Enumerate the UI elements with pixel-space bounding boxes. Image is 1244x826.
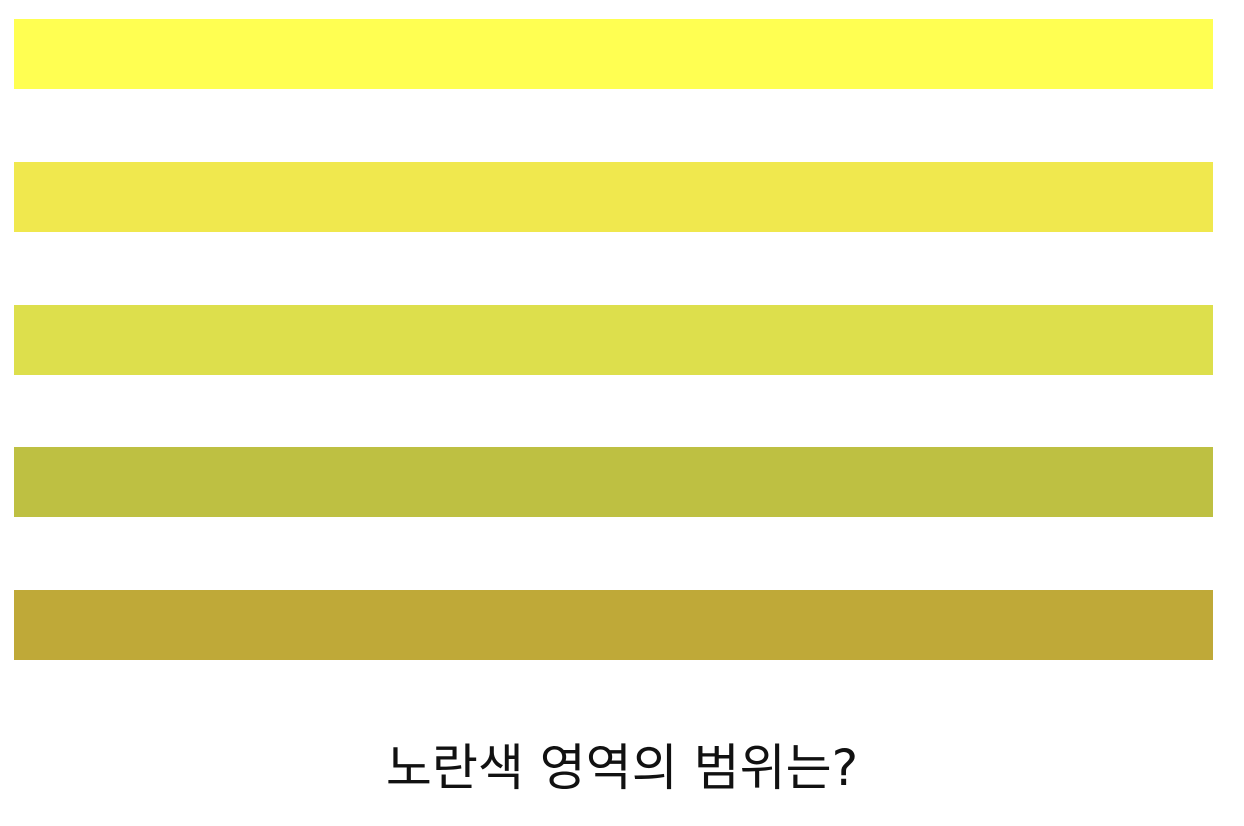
- stripe-5: [14, 590, 1213, 660]
- question-text: 노란색 영역의 범위는?: [385, 739, 859, 797]
- stripe-2: [14, 162, 1213, 232]
- stripe-1: [14, 19, 1213, 89]
- stripe-4: [14, 447, 1213, 517]
- yellow-stripe-stack: [14, 19, 1213, 660]
- stripe-3: [14, 305, 1213, 375]
